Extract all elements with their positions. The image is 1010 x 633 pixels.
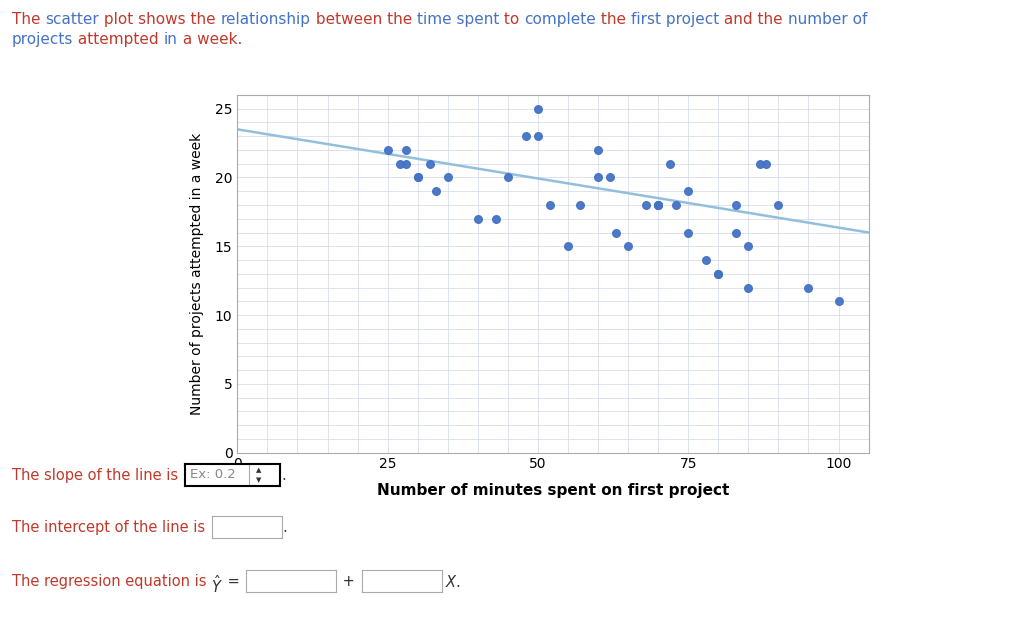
Point bbox=[638, 200, 654, 210]
Point bbox=[728, 227, 744, 237]
Text: .: . bbox=[283, 520, 288, 535]
Point bbox=[427, 186, 443, 196]
Point bbox=[680, 227, 696, 237]
Point bbox=[740, 282, 756, 292]
Text: The: The bbox=[12, 12, 45, 27]
Text: plot shows the: plot shows the bbox=[99, 12, 220, 27]
Point bbox=[398, 159, 414, 169]
Point bbox=[560, 241, 576, 251]
Text: projects: projects bbox=[12, 32, 74, 47]
Point bbox=[669, 200, 685, 210]
Text: +: + bbox=[338, 574, 360, 589]
Point bbox=[421, 159, 437, 169]
Text: time spent: time spent bbox=[417, 12, 499, 27]
Point bbox=[680, 186, 696, 196]
Point bbox=[410, 172, 426, 182]
Point bbox=[830, 296, 846, 306]
Text: in: in bbox=[164, 32, 178, 47]
Point bbox=[663, 159, 679, 169]
Text: number of: number of bbox=[788, 12, 867, 27]
Text: scatter: scatter bbox=[45, 12, 99, 27]
Point bbox=[572, 200, 588, 210]
Point bbox=[488, 214, 504, 224]
Text: The intercept of the line is: The intercept of the line is bbox=[12, 520, 210, 535]
Text: Ex: 0.2: Ex: 0.2 bbox=[191, 468, 236, 482]
Text: the: the bbox=[596, 12, 631, 27]
Point bbox=[439, 172, 456, 182]
Point bbox=[650, 200, 667, 210]
Point bbox=[771, 200, 787, 210]
Text: .: . bbox=[282, 468, 287, 483]
Point bbox=[380, 145, 396, 155]
Point bbox=[740, 241, 756, 251]
Point bbox=[728, 200, 744, 210]
Text: ▼: ▼ bbox=[257, 477, 262, 483]
Point bbox=[650, 200, 667, 210]
Text: between the: between the bbox=[311, 12, 417, 27]
Point bbox=[530, 104, 546, 114]
Point bbox=[392, 159, 408, 169]
Text: and the: and the bbox=[719, 12, 788, 27]
Point bbox=[620, 241, 636, 251]
Point bbox=[752, 159, 769, 169]
Point bbox=[710, 269, 726, 279]
Point bbox=[800, 282, 816, 292]
Text: ▲: ▲ bbox=[257, 468, 262, 473]
Point bbox=[759, 159, 775, 169]
Text: a week.: a week. bbox=[178, 32, 242, 47]
Text: The slope of the line is: The slope of the line is bbox=[12, 468, 183, 483]
Text: to: to bbox=[499, 12, 524, 27]
Text: relationship: relationship bbox=[220, 12, 311, 27]
Point bbox=[530, 131, 546, 141]
Point bbox=[410, 172, 426, 182]
Point bbox=[710, 269, 726, 279]
Point bbox=[698, 255, 714, 265]
Text: $\hat{Y}$: $\hat{Y}$ bbox=[211, 574, 223, 596]
Text: $X$.: $X$. bbox=[444, 574, 461, 590]
X-axis label: Number of minutes spent on first project: Number of minutes spent on first project bbox=[377, 482, 729, 498]
Text: complete: complete bbox=[524, 12, 596, 27]
Point bbox=[500, 172, 516, 182]
Text: =: = bbox=[223, 574, 244, 589]
Text: first project: first project bbox=[631, 12, 719, 27]
Point bbox=[650, 200, 667, 210]
Text: The regression equation is: The regression equation is bbox=[12, 574, 211, 589]
Point bbox=[602, 172, 618, 182]
Point bbox=[590, 145, 606, 155]
Point bbox=[398, 145, 414, 155]
Text: attempted: attempted bbox=[74, 32, 164, 47]
Point bbox=[518, 131, 534, 141]
Point bbox=[470, 214, 486, 224]
Point bbox=[590, 172, 606, 182]
Y-axis label: Number of projects attempted in a week: Number of projects attempted in a week bbox=[190, 133, 204, 415]
Point bbox=[608, 227, 624, 237]
Point bbox=[542, 200, 559, 210]
